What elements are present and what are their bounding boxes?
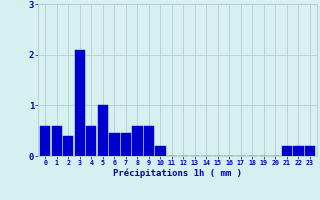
Bar (63, 136, 74, 156)
Bar (305, 146, 315, 156)
Bar (144, 126, 154, 156)
Bar (98, 105, 108, 156)
Bar (121, 133, 131, 156)
Bar (155, 146, 165, 156)
Bar (282, 146, 292, 156)
X-axis label: Précipitations 1h ( mm ): Précipitations 1h ( mm ) (113, 169, 242, 178)
Bar (52, 126, 62, 156)
Bar (109, 133, 119, 156)
Bar (86, 126, 97, 156)
Bar (132, 126, 142, 156)
Bar (293, 146, 304, 156)
Bar (75, 50, 85, 156)
Bar (40, 126, 51, 156)
